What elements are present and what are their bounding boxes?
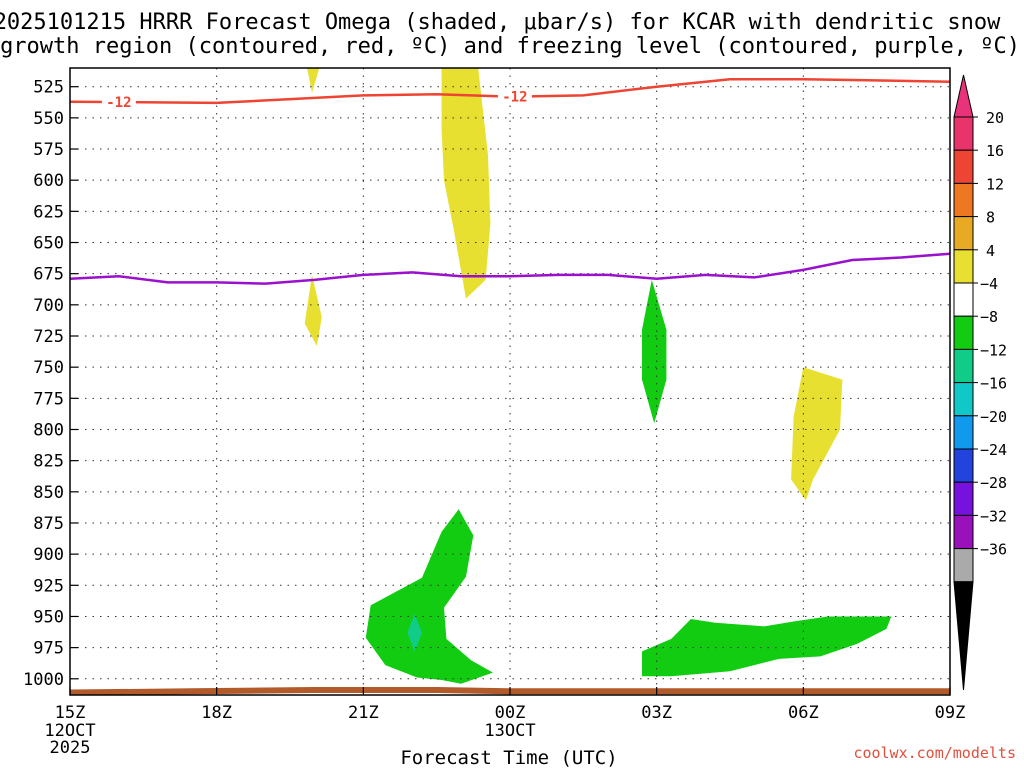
y-tick-label: 550 (33, 109, 64, 129)
credit-text[interactable]: coolwx.com/modelts (853, 744, 1016, 762)
y-tick-label: 600 (33, 171, 64, 191)
colorbar-tick-label: −28 (980, 474, 1007, 492)
x-tick-sublabel: 13OCT (484, 721, 535, 741)
y-tick-label: 650 (33, 234, 64, 254)
plot-axes: 525 550 575 600 625 650 675 700 725 750 775 800 825 8… (23, 67, 966, 758)
colorbar-box (953, 481, 974, 516)
y-tick-label: 975 (33, 639, 64, 659)
colorbar-tick-label: 12 (986, 175, 1004, 193)
colorbar-tick-label: −16 (980, 375, 1007, 393)
colorbar-box (953, 116, 974, 151)
x-tick-sublabel: 12OCT (44, 721, 95, 741)
y-tick-label: 700 (33, 296, 64, 316)
dgz-minus12-line (69, 77, 951, 105)
y-tick-label: 725 (33, 327, 64, 347)
chart-title-line2: growth region (contoured, red, ºC) and f… (0, 34, 1020, 59)
x-tick-label: 09Z (935, 703, 966, 723)
colorbar-tick-label: 8 (986, 209, 995, 227)
chart-title-line1: 2025101215 HRRR Forecast Omega (shaded, … (0, 10, 1001, 35)
freezing-level-line (69, 252, 951, 285)
colorbar-tick-label: −36 (980, 541, 1007, 559)
colorbar-tick-label: −8 (980, 308, 998, 326)
colorbar-box (953, 415, 974, 450)
colorbar-tick-label: −4 (980, 275, 998, 293)
colorbar-tick-label: 4 (986, 242, 995, 260)
dgz-label-bg-1 (497, 88, 532, 105)
omega-region-sinking-green-right (642, 616, 892, 677)
omega-region-rising-yellow-small (304, 274, 322, 346)
colorbar-tick-label: −20 (980, 408, 1007, 426)
colorbar-box (953, 282, 974, 317)
y-tick-label: 750 (33, 358, 64, 378)
colorbar-box (953, 216, 974, 251)
y-tick-label: 675 (33, 265, 64, 285)
colorbar-tick-label: 20 (986, 109, 1004, 127)
x-tick-sublabel: 2025 (50, 738, 91, 758)
colorbar-box (953, 382, 974, 417)
x-tick-label: 15Z (55, 703, 86, 723)
colorbar-box (953, 249, 974, 284)
ground-band (69, 687, 950, 696)
y-tick-label: 525 (33, 78, 64, 98)
omega-region-rising-yellow-main (441, 68, 491, 299)
omega-region-sinking-teal-spot (407, 614, 422, 652)
contour-lines: -12 -12 (69, 77, 951, 285)
colorbar-tick-label: −32 (980, 507, 1007, 525)
colorbar-box (953, 448, 974, 483)
y-tick-label: 1000 (23, 670, 64, 690)
colorbar-tick-label: −12 (980, 341, 1007, 359)
omega-region-rising-yellow-right (791, 367, 843, 501)
colorbar-box (953, 348, 974, 384)
dgz-contour-label: -12 (502, 90, 527, 106)
colorbar-box (953, 149, 974, 184)
omega-region-sinking-green-mid (642, 279, 667, 424)
x-axis-label: Forecast Time (UTC) (400, 747, 617, 768)
colorbar-tick-label: −24 (980, 441, 1007, 459)
dgz-contour-label: -12 (106, 95, 131, 111)
x-tick-label: 00Z (495, 703, 526, 723)
colorbar-box (953, 548, 974, 583)
colorbar-bottom-arrow (953, 581, 974, 691)
y-tick-label: 800 (33, 420, 64, 440)
x-tick-label: 18Z (201, 703, 232, 723)
omega-colorbar: 20 16 12 8 4 −4 −8 −12 −16 −20 −24 −28 −32 −36 (953, 74, 1007, 691)
omega-region-sinking-green-left (365, 509, 493, 684)
y-tick-label: 875 (33, 514, 64, 534)
y-tick-label: 825 (33, 452, 64, 472)
colorbar-box (953, 182, 974, 218)
dgz-label-bg-0 (101, 94, 136, 111)
colorbar-tick-label: 16 (986, 142, 1004, 160)
x-tick-label: 06Z (788, 703, 819, 723)
omega-region-rising-yellow-top (307, 68, 320, 93)
y-tick-label: 950 (33, 607, 64, 627)
y-tick-label: 925 (33, 576, 64, 596)
y-tick-label: 625 (33, 202, 64, 222)
colorbar-box (953, 514, 974, 550)
colorbar-box (953, 315, 974, 350)
y-tick-label: 850 (33, 483, 64, 503)
y-tick-label: 575 (33, 140, 64, 160)
colorbar-top-arrow (953, 74, 974, 118)
x-tick-label: 03Z (641, 703, 672, 723)
omega-shaded-regions (69, 68, 950, 696)
x-tick-label: 21Z (348, 703, 379, 723)
y-tick-label: 900 (33, 545, 64, 565)
y-tick-label: 775 (33, 389, 64, 409)
